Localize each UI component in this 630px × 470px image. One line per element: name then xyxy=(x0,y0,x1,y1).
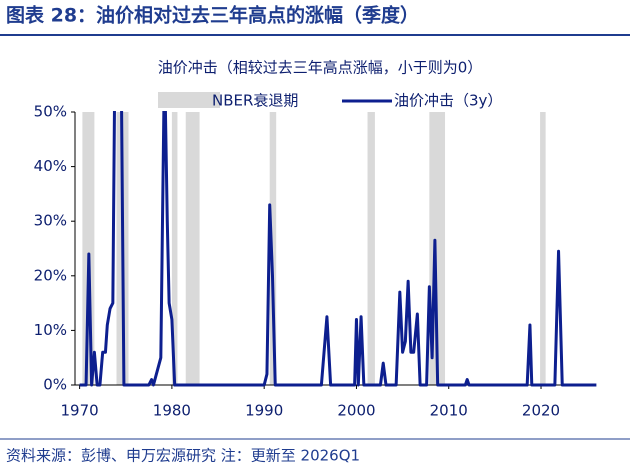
data-line xyxy=(79,111,597,387)
x-tick-label: 2010 xyxy=(430,402,468,420)
x-tick-label: 1990 xyxy=(245,402,283,420)
recession-band xyxy=(82,112,95,385)
chart-subtitle: 油价冲击（相较过去三年高点涨幅，小于则为0） xyxy=(158,59,483,77)
x-tick-label: 1980 xyxy=(153,402,191,420)
recession-band xyxy=(171,112,178,385)
recession-band xyxy=(540,112,546,385)
legend-label: 油价冲击（3y） xyxy=(394,92,502,110)
y-tick-label: 40% xyxy=(34,157,67,175)
recession-band xyxy=(367,112,375,385)
x-tick-label: 1970 xyxy=(61,402,99,420)
y-tick-label: 50% xyxy=(34,103,67,121)
recession-band xyxy=(269,112,277,385)
y-tick-label: 20% xyxy=(34,266,67,284)
y-tick-label: 10% xyxy=(34,321,67,339)
legend-swatch xyxy=(158,92,220,108)
chart-title: 图表 28：油价相对过去三年高点的涨幅（季度） xyxy=(6,4,419,27)
y-tick-label: 0% xyxy=(43,376,67,394)
recession-band xyxy=(185,112,200,385)
y-tick-label: 30% xyxy=(34,212,67,230)
source-note: 资料来源：彭博、申万宏源研究 注：更新至 2026Q1 xyxy=(6,447,360,465)
legend-label: NBER衰退期 xyxy=(212,92,298,110)
x-tick-label: 2000 xyxy=(337,402,375,420)
x-tick-label: 2020 xyxy=(522,402,560,420)
